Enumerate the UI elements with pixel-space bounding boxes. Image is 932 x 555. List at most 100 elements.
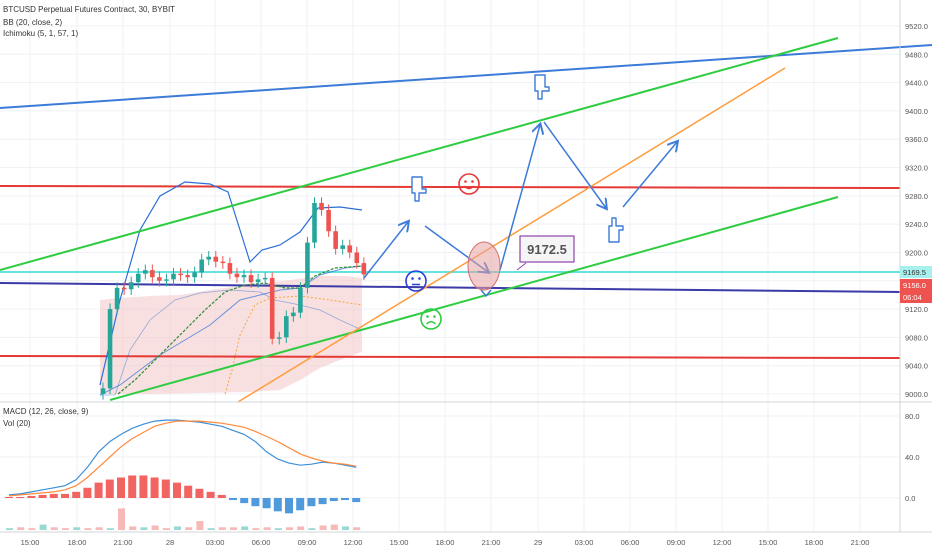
projection-arrow-3 [499,125,540,271]
candle-body [199,259,204,273]
support-line [0,355,901,359]
candle-body [114,287,120,310]
price-tick-label: 9520.0 [905,22,928,31]
candle-body [262,277,268,280]
candle-body [276,337,282,339]
time-tick-label: 12:00 [344,538,363,547]
volume-bar [230,527,237,530]
macd-histogram-bar [217,494,226,498]
macd-histogram-bar [206,491,215,498]
candle-body [164,279,169,281]
price-tick-label: 9400.0 [905,107,928,116]
candle-body [192,272,197,278]
volume-bar [73,527,81,530]
price-callout-box [519,235,575,263]
target-ellipse [467,241,501,291]
time-tick-label: 18:00 [805,538,824,547]
macd-histogram-bar [229,498,237,501]
volume-bar [174,526,181,530]
macd-histogram-bar [285,498,293,514]
volume-bar [252,528,260,530]
time-tick-label: 03:00 [206,538,225,547]
legend-bb: BB (20, close, 2) [3,18,63,27]
candle-body [340,245,345,249]
macd-histogram-bar [49,493,58,498]
volume-bar [241,526,249,530]
candle-body [298,287,303,313]
macd-histogram-bar [352,498,361,503]
volume-bar [6,528,13,530]
candle-body [354,252,360,264]
macd-histogram-bar [195,488,204,498]
time-tick-label: 18:00 [68,538,87,547]
candle-body [185,275,190,278]
time-tick-label: 15:00 [390,538,409,547]
volume-bar [353,527,361,530]
projection-arrow-1 [363,222,408,279]
lower-green-channel [109,196,839,401]
candle-body [143,270,148,274]
macd-histogram-bar [61,493,69,498]
price-tick-label: 9120.0 [905,305,928,314]
upper-green-channel [0,37,839,271]
macd-histogram-bar [72,491,81,498]
candle-body [255,279,261,283]
pointing-down-hand-icon-2 [534,74,550,100]
macd-histogram-bar [16,496,25,498]
time-tick-label: 29 [534,538,542,547]
candle-body [100,388,106,394]
countdown-tag: 06:04 [903,293,922,302]
macd-histogram-bar [128,475,137,498]
candle-body [347,245,353,253]
macd-histogram-bar [27,495,36,498]
macd-histogram-bar [38,494,47,498]
macd-histogram-bar [296,498,305,511]
macd-histogram-bar [139,475,148,498]
macd-histogram-bar [83,487,92,498]
current-price-tag: 9156.0 [903,281,926,290]
macd-tick-label: 80.0 [905,412,920,421]
time-tick-label: 21:00 [482,538,501,547]
candle-body [178,273,183,276]
volume-bar [286,527,293,530]
price-tick-label: 9080.0 [905,333,928,342]
candle-body [241,275,247,278]
pointing-down-hand-icon-1 [411,176,427,202]
price-tick-label: 9360.0 [905,135,928,144]
navy-level-line [0,282,901,293]
candle-body [361,263,367,275]
price-tick-label: 9280.0 [905,192,928,201]
macd-histogram-bar [240,498,249,504]
callout-pointer [516,262,527,271]
macd-histogram-bar [94,482,103,498]
legend-ichimoku: Ichimoku (5, 1, 57, 1) [3,29,79,38]
time-tick-label: 09:00 [298,538,317,547]
time-tick-label: 18:00 [436,538,455,547]
candle-body [284,316,289,338]
macd-tick-label: 0.0 [905,494,915,503]
candle-body [150,270,155,278]
volume-bar [17,527,25,530]
volume-bar [263,527,271,530]
countdown-tag-bg [900,291,932,303]
price-tick-label: 9240.0 [905,220,928,229]
candle-body [171,273,176,280]
candle-body [227,263,233,274]
cyan-price-tag-bg [900,266,932,278]
macd-tick-label: 40.0 [905,453,920,462]
time-tick-label: 12:00 [713,538,732,547]
volume-bar [330,524,338,530]
projection-arrow-5 [622,142,677,208]
volume-bar [84,528,92,530]
macd-histogram-bar [307,498,316,507]
ichimoku-cloud [100,276,362,394]
macd-histogram-bar [117,477,125,498]
pointing-up-hand-icon [608,217,624,243]
macd-histogram-bar [5,496,13,498]
projection-arrow-4 [543,121,606,208]
volume-bar [151,525,159,530]
candle-body [157,277,162,281]
legend-macd: MACD (12, 26, close, 9) [3,407,89,416]
